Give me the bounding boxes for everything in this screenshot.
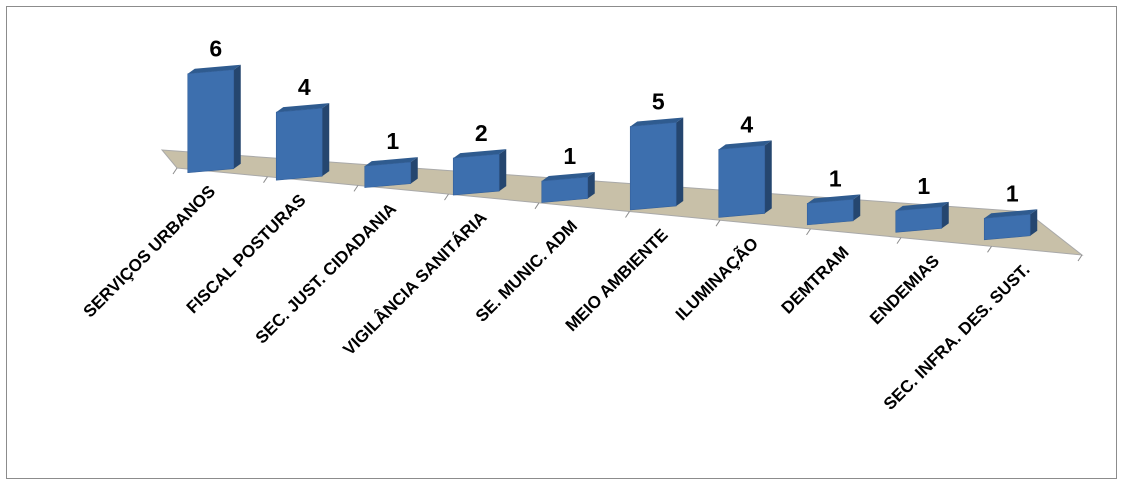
bar-front [629,122,677,211]
bar-side [233,64,241,169]
bar-side [499,149,507,192]
bar-front [364,161,412,188]
bar-top [453,149,507,159]
x-tick [444,193,449,201]
bar [364,157,418,188]
bar-top [187,64,241,74]
bar [629,117,684,211]
category-label: DEMTRAM [778,243,853,318]
x-tick [896,237,902,244]
x-tick [806,228,811,236]
data-label: 4 [298,74,311,100]
bar-top [630,117,684,127]
bar-front [452,153,500,196]
bar [718,140,772,218]
data-label: 1 [829,165,842,191]
bar-side [410,157,418,184]
bar [275,103,330,181]
x-tick [263,176,268,183]
data-labels: 6 4 1 2 1 5 4 1 1 1 [209,36,1019,207]
data-label: 1 [563,143,576,169]
data-label: 6 [209,36,222,62]
x-tick [172,167,178,175]
bar-side [1030,209,1038,236]
bar-top [807,194,861,204]
bar-side [941,201,949,229]
bar-top [984,209,1038,219]
bar [983,209,1038,241]
bar [806,194,861,226]
category-label: ILUMINAÇÃO [671,233,762,324]
data-label: 1 [917,173,930,199]
bar [895,201,949,233]
x-tick [715,219,721,227]
bar-front [806,199,854,226]
data-label: 5 [652,88,665,114]
x-tick [353,185,359,192]
bar-top [541,172,595,182]
data-label: 1 [386,128,399,154]
bar-front [718,145,766,218]
bar-front [275,107,323,181]
x-tick [987,246,992,253]
data-label: 4 [740,111,753,137]
bar [541,172,595,203]
bar-side [853,194,861,221]
x-tick [1077,254,1083,262]
bar-front [895,206,943,233]
bar-top [276,103,330,113]
category-label: ENDEMIAS [866,251,943,328]
x-axis-ticks [172,167,1083,262]
bar-side [587,172,595,199]
bars [187,64,1038,241]
data-label: 1 [1006,180,1019,206]
bar [452,149,507,196]
bar-side [322,103,330,177]
bar-side [676,117,684,206]
category-label: MEIO AMBIENTE [562,225,672,335]
bar-top [364,157,418,167]
category-label: SE. MUNIC. ADM [472,217,581,326]
x-tick [625,211,630,218]
bar-top [895,201,949,211]
bar [187,64,241,174]
x-tick [534,202,540,210]
data-label: 2 [475,120,488,146]
bar-top [718,140,772,150]
bar-front [983,213,1031,241]
bar-front [541,176,589,203]
bar-front [187,69,235,174]
bar-side [764,140,772,214]
